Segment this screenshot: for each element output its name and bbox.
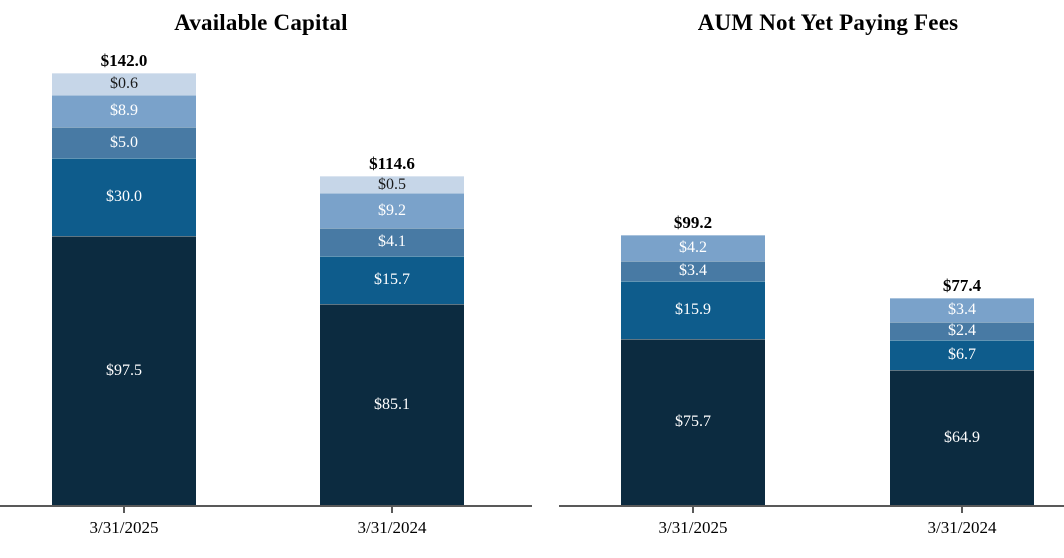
x-axis-line bbox=[559, 505, 1064, 507]
bar-segment: $3.4 bbox=[621, 261, 765, 281]
bar-segment: $30.0 bbox=[52, 158, 196, 236]
axis-tick-mark bbox=[692, 507, 694, 513]
segment-value-label: $8.9 bbox=[110, 102, 138, 119]
stacked-bar: $85.1 $15.7 $4.1 $9.2 $0.5 bbox=[320, 176, 464, 505]
bar-total-label: $99.2 bbox=[673, 213, 713, 232]
bar-segment: $85.1 bbox=[320, 304, 464, 505]
bar-total-label: $77.4 bbox=[942, 276, 982, 295]
x-axis-label: 3/31/2024 bbox=[927, 518, 997, 537]
bar-segment: $2.4 bbox=[890, 322, 1034, 340]
x-axis-label: 3/31/2025 bbox=[89, 518, 159, 537]
bar-segment: $4.1 bbox=[320, 228, 464, 256]
segment-value-label: $3.4 bbox=[948, 301, 976, 318]
bar-segment: $4.2 bbox=[621, 235, 765, 261]
bar-segment: $0.6 bbox=[52, 73, 196, 95]
x-axis-label: 3/31/2024 bbox=[357, 518, 427, 537]
stacked-bar: $64.9 $6.7 $2.4 $3.4 bbox=[890, 298, 1034, 505]
chart-title: AUM Not Yet Paying Fees bbox=[697, 10, 959, 35]
bar-segment: $5.0 bbox=[52, 127, 196, 158]
stacked-bar: $97.5 $30.0 $5.0 $8.9 $0.6 bbox=[52, 73, 196, 505]
stacked-bar: $75.7 $15.9 $3.4 $4.2 bbox=[621, 235, 765, 505]
bar-segment: $6.7 bbox=[890, 340, 1034, 370]
bar-segment: $75.7 bbox=[621, 339, 765, 505]
x-axis-line bbox=[0, 505, 532, 507]
axis-tick-mark bbox=[961, 507, 963, 513]
segment-value-label: $2.4 bbox=[948, 322, 976, 339]
segment-value-label: $15.9 bbox=[675, 301, 711, 318]
bar-segment: $64.9 bbox=[890, 370, 1034, 505]
segment-value-label: $6.7 bbox=[948, 346, 976, 363]
segment-value-label: $75.7 bbox=[675, 413, 711, 430]
bar-segment: $9.2 bbox=[320, 193, 464, 228]
segment-value-label: $30.0 bbox=[106, 188, 142, 205]
bar-segment: $3.4 bbox=[890, 298, 1034, 322]
segment-value-label: $5.0 bbox=[110, 133, 138, 151]
segment-value-label: $64.9 bbox=[944, 428, 980, 446]
segment-value-label: $97.5 bbox=[106, 361, 142, 379]
bar-segment: $15.9 bbox=[621, 281, 765, 339]
bar-total-label: $142.0 bbox=[100, 51, 148, 70]
bar-segment: $97.5 bbox=[52, 236, 196, 505]
bar-segment: $15.7 bbox=[320, 256, 464, 304]
segment-value-label: $0.5 bbox=[378, 175, 406, 193]
segment-value-label: $15.7 bbox=[374, 271, 410, 288]
segment-value-label: $4.1 bbox=[378, 233, 406, 250]
chart-title: Available Capital bbox=[174, 10, 348, 35]
segment-value-label: $4.2 bbox=[679, 239, 707, 256]
axis-tick-mark bbox=[391, 507, 393, 513]
x-axis-label: 3/31/2025 bbox=[658, 518, 728, 537]
segment-value-label: $85.1 bbox=[374, 395, 410, 413]
segment-value-label: $3.4 bbox=[679, 262, 707, 279]
segment-value-label: $0.6 bbox=[110, 75, 138, 92]
segment-value-label: $9.2 bbox=[378, 201, 406, 219]
axis-tick-mark bbox=[123, 507, 125, 513]
bar-segment: $0.5 bbox=[320, 176, 464, 193]
bar-segment: $8.9 bbox=[52, 95, 196, 127]
bar-total-label: $114.6 bbox=[369, 154, 415, 173]
